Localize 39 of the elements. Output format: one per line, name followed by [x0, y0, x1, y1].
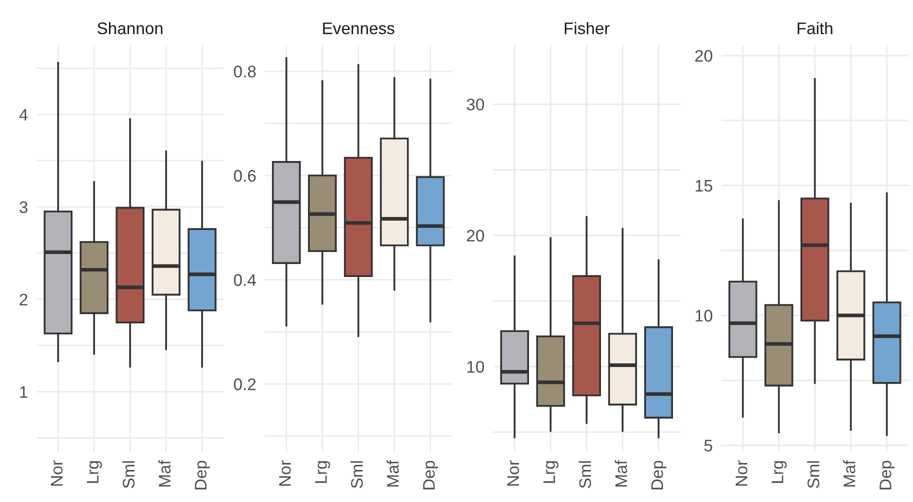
y-tick-label: 15 — [696, 180, 712, 192]
x-tick-label: Nor — [279, 460, 291, 486]
y-tick-label: 4 — [19, 109, 28, 121]
x-tick-label: Lrg — [315, 461, 330, 483]
chart-title: Faith — [798, 22, 832, 34]
x-tick-label: Lrg — [772, 461, 787, 483]
y-tick-label: 0.2 — [234, 378, 256, 390]
x-tick-label: Maf — [158, 460, 171, 487]
x-tick-label: Dep — [651, 460, 666, 490]
y-tick-label: 0.6 — [234, 170, 256, 182]
y-tick-label: 3 — [20, 201, 28, 214]
y-tick-label: 20 — [695, 50, 712, 62]
x-tick-label: Sml — [122, 461, 135, 488]
x-tick-label: Maf — [386, 460, 399, 487]
y-tick-label: 5 — [704, 440, 712, 452]
chart-title: Shannon — [97, 22, 162, 34]
x-tick-label: Lrg — [543, 461, 558, 483]
x-tick-label: Sml — [578, 461, 592, 488]
x-tick-label: Nor — [507, 460, 520, 486]
chart-title: Evenness — [323, 22, 394, 34]
y-tick-label: 20 — [466, 230, 484, 242]
y-tick-label: 2 — [20, 294, 28, 306]
y-tick-label: 0.4 — [234, 274, 256, 286]
y-tick-label: 1 — [20, 386, 28, 398]
x-tick-label: Nor — [736, 460, 748, 486]
y-tick-label: 10 — [696, 310, 712, 322]
y-tick-label: 0.8 — [234, 66, 256, 78]
x-tick-label: Dep — [194, 460, 210, 490]
x-tick-label: Sml — [807, 461, 820, 488]
x-tick-label: Dep — [880, 460, 895, 490]
chart-title: Fisher — [564, 22, 610, 34]
y-tick-label: 30 — [466, 98, 484, 110]
x-tick-label: Dep — [423, 460, 438, 490]
x-tick-label: Maf — [614, 460, 628, 487]
x-tick-label: Sml — [350, 461, 363, 488]
x-tick-label: Lrg — [86, 461, 102, 483]
y-tick-label: 10 — [467, 360, 484, 373]
x-tick-label: Nor — [50, 460, 63, 486]
x-tick-label: Maf — [843, 460, 856, 487]
